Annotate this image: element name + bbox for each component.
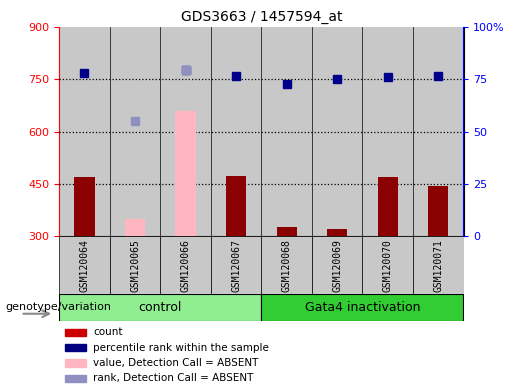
- Bar: [160, 27, 211, 236]
- Bar: [261, 236, 312, 294]
- Bar: [377, 177, 398, 236]
- Bar: [428, 185, 449, 236]
- Bar: [413, 27, 464, 236]
- Bar: [65, 375, 87, 382]
- Bar: [277, 227, 297, 236]
- Bar: [312, 27, 363, 236]
- Bar: [65, 359, 87, 367]
- Bar: [261, 294, 464, 321]
- Bar: [226, 176, 246, 236]
- Text: GSM120065: GSM120065: [130, 239, 140, 292]
- Text: GSM120070: GSM120070: [383, 239, 393, 292]
- Bar: [59, 236, 110, 294]
- Bar: [65, 329, 87, 336]
- Bar: [327, 229, 347, 236]
- Bar: [363, 27, 413, 236]
- Text: control: control: [139, 301, 182, 314]
- Text: Gata4 inactivation: Gata4 inactivation: [305, 301, 420, 314]
- Bar: [211, 236, 261, 294]
- Bar: [176, 111, 196, 236]
- Title: GDS3663 / 1457594_at: GDS3663 / 1457594_at: [181, 10, 342, 25]
- Text: GSM120067: GSM120067: [231, 239, 241, 292]
- Text: percentile rank within the sample: percentile rank within the sample: [93, 343, 269, 353]
- Bar: [74, 177, 95, 236]
- Text: GSM120069: GSM120069: [332, 239, 342, 292]
- Text: rank, Detection Call = ABSENT: rank, Detection Call = ABSENT: [93, 374, 253, 384]
- Text: GSM120066: GSM120066: [181, 239, 191, 292]
- Bar: [211, 27, 261, 236]
- Bar: [160, 236, 211, 294]
- Bar: [110, 236, 160, 294]
- Bar: [59, 27, 110, 236]
- Bar: [363, 236, 413, 294]
- Bar: [312, 236, 363, 294]
- Bar: [413, 236, 464, 294]
- Bar: [65, 344, 87, 351]
- Text: genotype/variation: genotype/variation: [5, 302, 111, 312]
- Text: count: count: [93, 328, 123, 338]
- Text: GSM120064: GSM120064: [79, 239, 90, 292]
- Bar: [110, 27, 160, 236]
- Bar: [261, 27, 312, 236]
- Bar: [59, 294, 261, 321]
- Text: GSM120071: GSM120071: [433, 239, 443, 292]
- Bar: [125, 219, 145, 236]
- Text: value, Detection Call = ABSENT: value, Detection Call = ABSENT: [93, 358, 259, 368]
- Text: GSM120068: GSM120068: [282, 239, 291, 292]
